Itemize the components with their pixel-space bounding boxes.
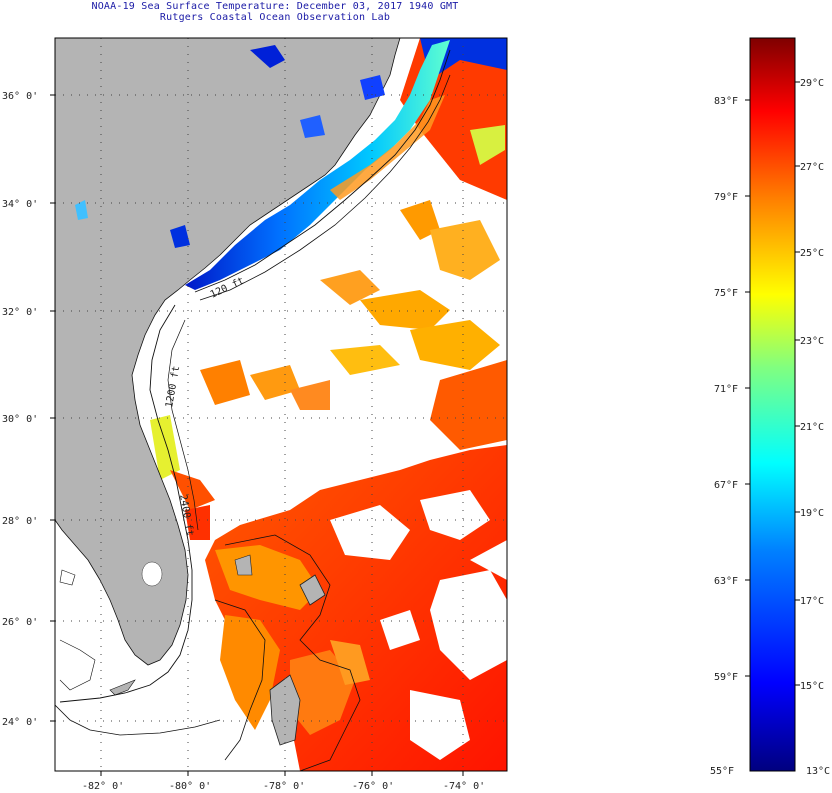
lon-label: -82° 0' xyxy=(82,781,124,792)
fahrenheit-label: 71°F xyxy=(714,384,738,395)
map-subtitle: Rutgers Coastal Ocean Observation Lab xyxy=(159,12,391,23)
celsius-label: 25°C xyxy=(800,248,824,259)
celsius-label: 23°C xyxy=(800,336,824,347)
contour-1200ft xyxy=(167,319,199,531)
contour-120ft xyxy=(194,49,451,293)
celsius-label: 13°C xyxy=(806,766,830,777)
celsius-label: 15°C xyxy=(800,681,824,692)
lat-label: 28° 0' xyxy=(2,516,38,527)
lon-label: -74° 0' xyxy=(443,781,485,792)
fahrenheit-label: 75°F xyxy=(714,288,738,299)
color-scale-bar xyxy=(749,37,796,772)
fahrenheit-label: 79°F xyxy=(714,192,738,203)
celsius-label: 21°C xyxy=(800,422,824,433)
lake-okeechobee xyxy=(141,561,163,587)
sst-map: 120 ft 1200 ft 2400 ft 36° 0' 34° xyxy=(2,37,508,792)
fahrenheit-label: 55°F xyxy=(710,766,734,777)
contour-2400ft xyxy=(59,304,193,703)
fahrenheit-label: 83°F xyxy=(714,96,738,107)
map-title: NOAA-19 Sea Surface Temperature: Decembe… xyxy=(91,1,459,12)
color-scale-legend: 83°F 79°F 75°F 71°F 67°F 63°F 59°F 55°F … xyxy=(710,37,830,777)
lat-label: 32° 0' xyxy=(2,307,38,318)
map-gridlines xyxy=(55,38,507,771)
celsius-label: 27°C xyxy=(800,162,824,173)
lat-label: 24° 0' xyxy=(2,717,38,728)
lon-label: -76° 0' xyxy=(352,781,394,792)
fahrenheit-label: 63°F xyxy=(714,576,738,587)
land-mainland xyxy=(55,38,401,666)
celsius-label: 19°C xyxy=(800,508,824,519)
celsius-label: 29°C xyxy=(800,78,824,89)
lat-label: 36° 0' xyxy=(2,91,38,102)
lon-label: -80° 0' xyxy=(169,781,211,792)
lat-label: 34° 0' xyxy=(2,199,38,210)
lat-label: 26° 0' xyxy=(2,617,38,628)
fahrenheit-label: 67°F xyxy=(714,480,738,491)
lon-label: -78° 0' xyxy=(263,781,305,792)
fahrenheit-label: 59°F xyxy=(714,672,738,683)
lat-label: 30° 0' xyxy=(2,414,38,425)
ocean-cold-coastal xyxy=(185,40,450,290)
celsius-label: 17°C xyxy=(800,596,824,607)
